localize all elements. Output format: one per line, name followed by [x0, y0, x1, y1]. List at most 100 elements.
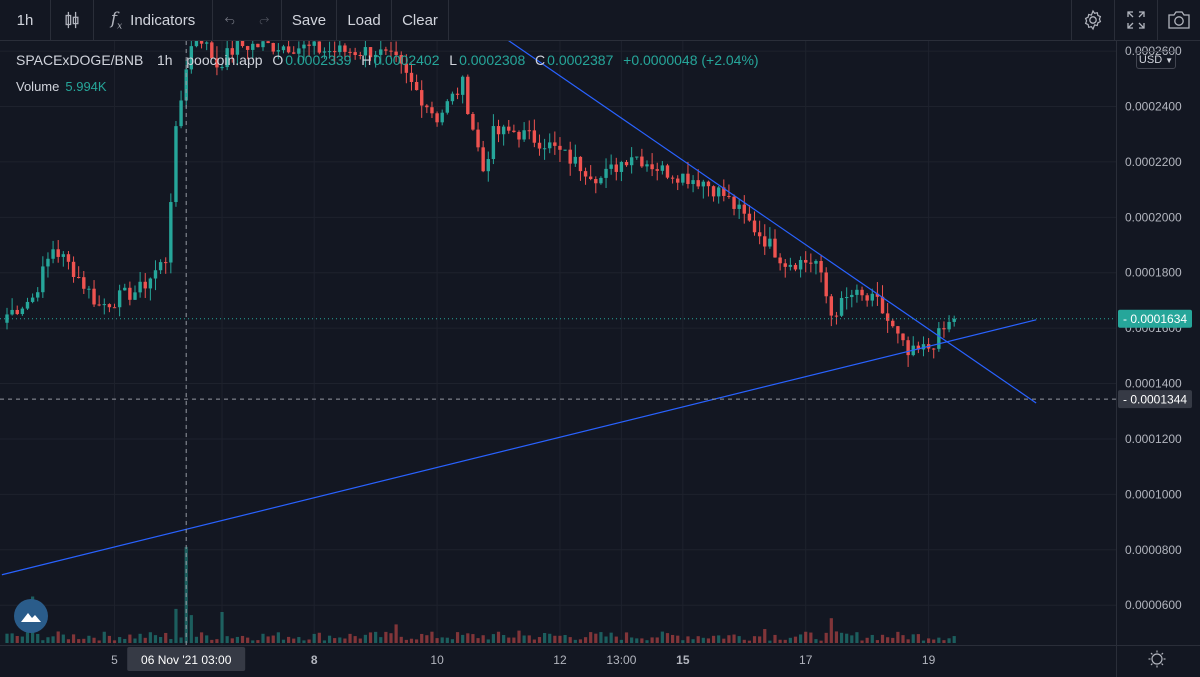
volume-bar: [66, 639, 71, 643]
candle-body: [583, 171, 588, 177]
indicators-button[interactable]: fx Indicators: [94, 0, 212, 40]
volume-bar: [466, 633, 470, 643]
candle-body: [41, 266, 45, 293]
volume-bar: [563, 635, 567, 643]
high-value: 0.0002402: [373, 52, 440, 68]
candle-body: [542, 148, 547, 150]
candle-body: [880, 296, 885, 314]
volume-bar: [374, 631, 378, 643]
volume-bar: [399, 636, 403, 643]
toolbar-divider: [212, 0, 213, 40]
candle-body: [194, 41, 199, 47]
volume-bar: [404, 639, 408, 643]
candle-body: [332, 51, 337, 53]
open-value: 0.0002339: [285, 52, 352, 68]
volume-bar: [916, 634, 920, 643]
time-tick-label: 12: [553, 653, 567, 667]
candle-body: [624, 162, 629, 166]
fullscreen-button[interactable]: [1115, 0, 1157, 40]
volume-bar: [153, 635, 158, 643]
volume-bar: [834, 631, 839, 643]
volume-bar: [368, 632, 373, 643]
candles-icon: [65, 11, 79, 29]
candle-body: [327, 51, 332, 53]
time-tick-label: 10: [430, 653, 444, 667]
volume-bar: [496, 631, 501, 643]
volume-bar: [77, 639, 81, 643]
candle-body: [701, 181, 706, 187]
volume-bar: [123, 638, 127, 643]
candle-body: [138, 281, 142, 293]
volume-bar: [614, 636, 618, 643]
clear-button[interactable]: Clear: [392, 0, 448, 40]
candle-body: [629, 157, 634, 166]
volume-bar: [194, 636, 199, 643]
undo-button[interactable]: [213, 0, 247, 40]
volume-bar: [578, 639, 583, 643]
volume-bar: [455, 632, 460, 643]
volume-bar: [773, 634, 777, 643]
candle-body: [747, 213, 752, 221]
volume-bar: [440, 637, 444, 643]
volume-bar: [891, 637, 895, 643]
volume-bar: [56, 631, 60, 643]
chart-type-button[interactable]: [51, 0, 93, 40]
candle-body: [507, 126, 511, 131]
candle-body: [455, 93, 460, 95]
screenshot-button[interactable]: [1158, 0, 1200, 40]
volume-bar: [824, 632, 828, 643]
volume-bar: [302, 640, 306, 643]
candle-body: [235, 41, 240, 55]
candle-body: [15, 309, 19, 315]
candle-body: [942, 328, 946, 330]
volume-bar: [819, 640, 823, 643]
save-button[interactable]: Save: [282, 0, 336, 40]
volume-bar: [266, 636, 270, 643]
volume-bar: [875, 640, 879, 643]
candle-body: [691, 180, 695, 185]
volume-bar: [558, 635, 562, 643]
axis-settings-icon[interactable]: [1148, 650, 1166, 668]
volume-bar: [829, 618, 833, 643]
volume-bar: [133, 638, 137, 643]
candle-body: [164, 262, 168, 264]
volume-bar: [671, 634, 675, 643]
price-tick-label: 0.0001200: [1125, 432, 1182, 446]
settings-button[interactable]: [1072, 0, 1114, 40]
candle-body: [292, 52, 296, 54]
candle-body: [476, 129, 480, 148]
candle-body: [599, 177, 603, 184]
volume-bar: [92, 637, 96, 643]
interval-button[interactable]: 1h: [0, 0, 50, 40]
candle-body: [722, 187, 726, 196]
toolbar-divider: [1114, 0, 1115, 40]
volume-bar: [711, 635, 716, 643]
currency-label: USD: [1138, 54, 1163, 66]
volume-bar: [901, 635, 905, 643]
time-tick-label: 8: [311, 653, 318, 667]
volume-bar: [128, 634, 132, 643]
candle-body: [82, 277, 86, 289]
volume-bar: [276, 632, 280, 643]
price-chart[interactable]: 0.00026000.00024000.00022000.00020000.00…: [0, 41, 1200, 677]
candle-body: [609, 164, 613, 169]
redo-button[interactable]: [247, 0, 281, 40]
volume-bar: [261, 633, 265, 643]
volume-bar: [394, 624, 398, 643]
candle-body: [225, 48, 229, 68]
volume-bar: [384, 631, 388, 643]
volume-bar: [655, 637, 659, 643]
load-button[interactable]: Load: [337, 0, 391, 40]
candle-body: [46, 258, 50, 267]
volume-bar: [681, 640, 685, 643]
currency-selector[interactable]: USD ▼: [1136, 51, 1176, 69]
volume-bar: [271, 635, 275, 643]
candle-body: [276, 50, 281, 52]
candle-body: [445, 101, 450, 113]
tradingview-logo[interactable]: [14, 599, 48, 633]
candle-body: [394, 51, 398, 56]
volume-bar: [932, 639, 936, 643]
candle-body: [824, 272, 828, 297]
candle-body: [404, 63, 409, 73]
volume-bar: [425, 635, 429, 643]
